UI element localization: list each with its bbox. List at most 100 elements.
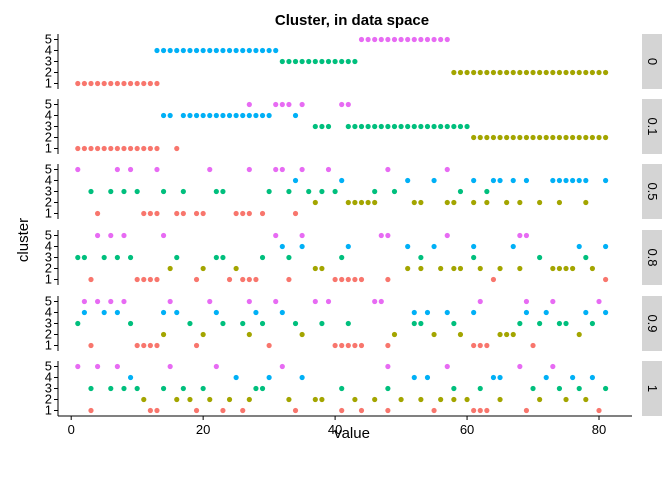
data-point: [312, 298, 318, 305]
data-point: [200, 331, 206, 338]
data-point: [147, 145, 153, 152]
data-point: [213, 254, 219, 261]
data-point: [259, 320, 266, 327]
data-point: [556, 265, 563, 272]
data-point: [141, 276, 147, 283]
data-point: [147, 276, 153, 283]
data-point: [405, 123, 411, 130]
data-point: [576, 134, 582, 141]
data-point: [121, 80, 127, 87]
data-point: [457, 265, 464, 272]
data-point: [174, 145, 180, 152]
data-point: [94, 80, 101, 87]
data-point: [451, 69, 457, 76]
data-point: [147, 210, 153, 217]
data-point: [510, 331, 516, 338]
data-point: [174, 309, 180, 316]
data-point: [563, 265, 569, 272]
data-point: [266, 47, 272, 54]
data-point: [477, 69, 483, 76]
data-point: [477, 265, 483, 272]
data-point: [464, 396, 470, 403]
data-point: [583, 69, 589, 76]
data-point: [345, 320, 351, 327]
data-point: [193, 342, 200, 349]
x-tick-label: 40: [328, 422, 342, 437]
data-point: [273, 101, 279, 108]
data-point: [273, 47, 279, 54]
facet-strip: [642, 361, 662, 416]
data-point: [385, 276, 391, 283]
data-point: [306, 188, 312, 195]
data-point: [365, 123, 371, 130]
data-point: [444, 166, 450, 173]
data-point: [312, 123, 318, 130]
data-point: [418, 265, 424, 272]
data-point: [279, 309, 285, 316]
data-point: [510, 134, 516, 141]
data-point: [213, 363, 219, 370]
data-point: [424, 374, 431, 381]
data-point: [127, 374, 134, 381]
data-point: [88, 80, 94, 87]
data-point: [345, 101, 351, 108]
data-point: [431, 177, 437, 184]
data-point: [193, 112, 200, 119]
data-point: [550, 298, 556, 305]
data-point: [583, 254, 589, 261]
data-point: [167, 363, 173, 370]
data-point: [220, 407, 226, 414]
data-point: [457, 188, 464, 195]
data-point: [583, 396, 589, 403]
data-point: [273, 298, 279, 305]
data-point: [563, 396, 569, 403]
data-point: [477, 385, 483, 392]
data-point: [504, 134, 510, 141]
data-point: [411, 199, 417, 206]
data-point: [471, 309, 477, 316]
data-point: [418, 320, 424, 327]
data-point: [556, 385, 563, 392]
y-tick-label: 5: [45, 97, 52, 112]
data-point: [484, 188, 490, 195]
data-point: [319, 188, 325, 195]
data-point: [266, 112, 272, 119]
data-point: [220, 47, 226, 54]
data-point: [589, 265, 596, 272]
data-point: [75, 320, 81, 327]
data-point: [372, 199, 378, 206]
facet-strip-label: 1: [645, 385, 660, 392]
data-point: [279, 243, 285, 250]
data-point: [537, 69, 543, 76]
y-tick-label: 4: [45, 173, 52, 188]
y-tick-label: 5: [45, 294, 52, 309]
y-tick-label: 4: [45, 305, 52, 320]
data-point: [114, 309, 120, 316]
data-point: [576, 385, 582, 392]
data-point: [141, 396, 147, 403]
data-point: [451, 396, 457, 403]
data-point: [365, 199, 371, 206]
data-point: [550, 69, 556, 76]
data-point: [550, 134, 556, 141]
data-point: [233, 47, 239, 54]
data-point: [200, 265, 206, 272]
data-point: [127, 145, 134, 152]
data-point: [497, 265, 503, 272]
data-point: [312, 265, 318, 272]
data-point: [220, 254, 226, 261]
data-point: [299, 166, 305, 173]
data-point: [101, 254, 107, 261]
data-point: [154, 166, 160, 173]
y-axis-title: cluster: [15, 218, 32, 262]
facet-panels: 123450123450.1123450.5123450.8123450.912…: [45, 32, 662, 437]
data-point: [517, 134, 523, 141]
data-point: [589, 374, 596, 381]
data-point: [438, 265, 444, 272]
data-point: [563, 134, 569, 141]
data-point: [431, 243, 437, 250]
data-point: [127, 254, 134, 261]
data-point: [207, 47, 213, 54]
